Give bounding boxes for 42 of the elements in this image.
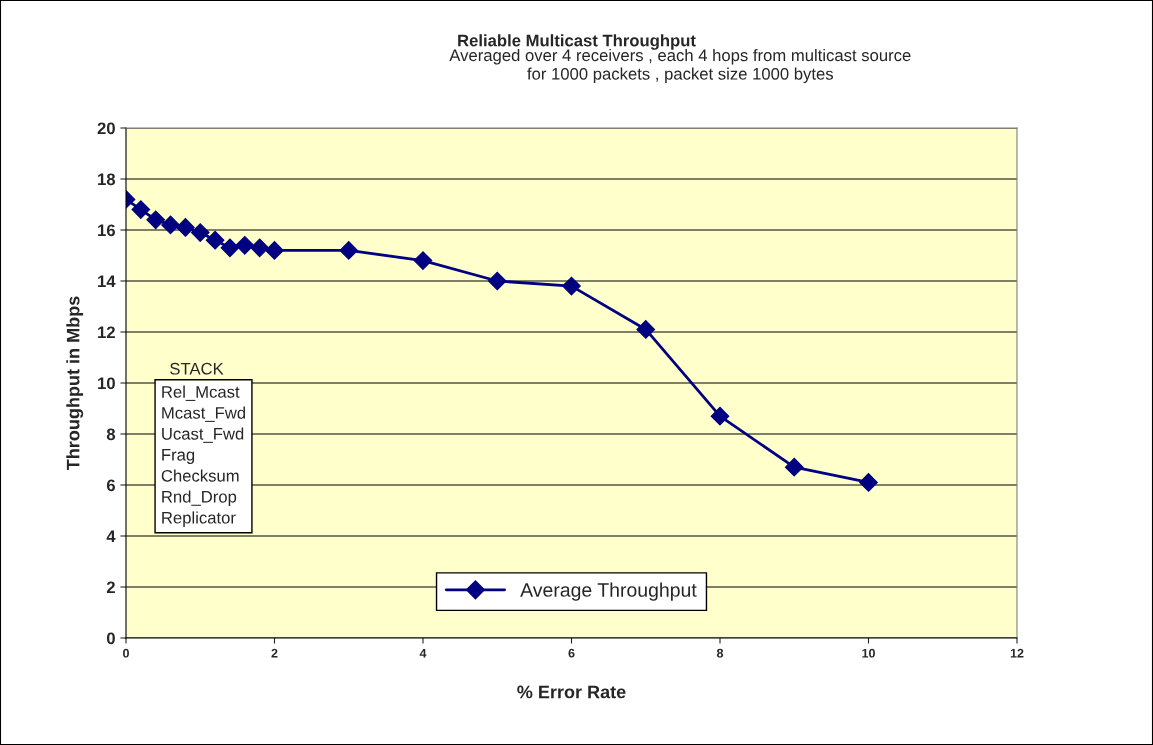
point — [265, 241, 284, 260]
y-tick-label: 6 — [106, 479, 115, 492]
x-axis-title: % Error Rate — [517, 685, 626, 699]
point — [487, 271, 507, 291]
y-axis-title: Throughput in Mbps — [66, 296, 84, 471]
y-tick-label: 2 — [106, 581, 115, 594]
point — [131, 200, 151, 219]
chart-title: Reliable Multicast Throughput — [458, 34, 696, 50]
y-tick-label: 8 — [106, 428, 116, 441]
x-tick-label: 12 — [1010, 648, 1024, 658]
point — [339, 241, 359, 260]
point — [413, 251, 433, 270]
y-tick-label: 18 — [98, 173, 116, 186]
x-tick-label: 0 — [123, 648, 129, 658]
annotation: STACK — [170, 362, 224, 375]
point — [710, 406, 730, 426]
point — [146, 210, 166, 230]
x-tick-label: 4 — [419, 648, 427, 658]
point — [205, 230, 225, 250]
y-tick-label: 4 — [106, 530, 116, 543]
x-tick-label: 10 — [862, 648, 875, 658]
point — [250, 238, 270, 258]
point — [235, 235, 255, 255]
point — [859, 473, 878, 492]
y-tick-label: 0 — [106, 632, 115, 645]
y-tick-label: 10 — [98, 377, 115, 390]
point — [220, 238, 240, 258]
legend-label: Average Throughput — [520, 582, 697, 601]
y-tick-label: 14 — [98, 275, 116, 288]
x-tick-label: 2 — [271, 648, 278, 658]
x-tick-label: 8 — [716, 648, 724, 658]
point — [784, 457, 804, 477]
x-tick-label: 6 — [568, 648, 575, 658]
annotation: Rel_Mcast Mcast_Fwd Ucast_Fwd Frag Checksum Rnd_Drop Replicator — [161, 385, 246, 527]
point — [562, 276, 581, 296]
point — [636, 320, 656, 339]
y-tick-label: 16 — [98, 224, 115, 237]
point — [176, 218, 195, 237]
y-tick-label: 20 — [97, 122, 115, 135]
point — [190, 223, 210, 242]
y-tick-label: 12 — [98, 326, 115, 339]
point — [161, 215, 180, 235]
